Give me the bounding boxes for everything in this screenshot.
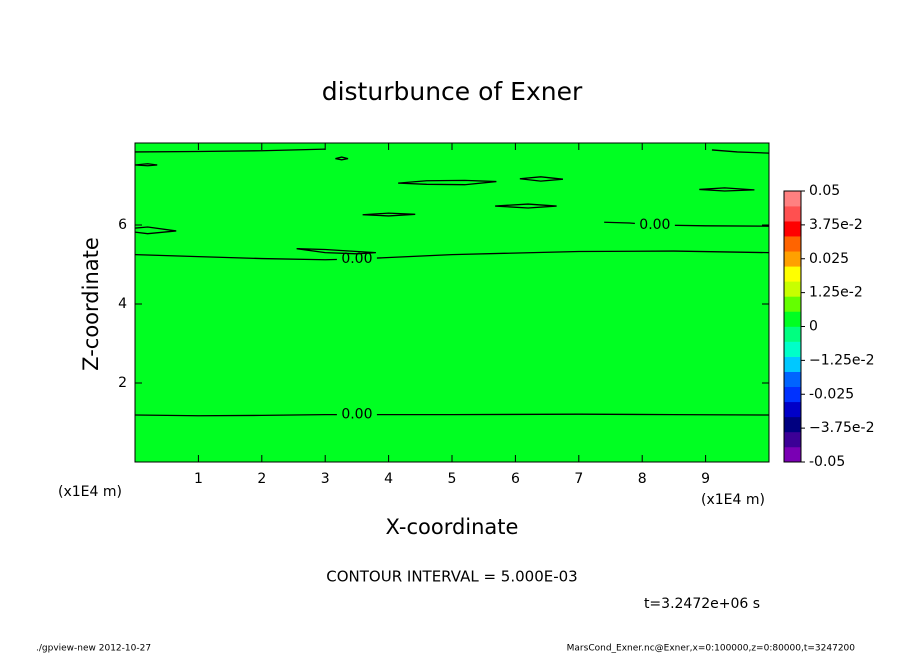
- colorbar-band: [784, 191, 801, 207]
- x-tick-label: 6: [511, 471, 520, 487]
- colorbar-label: 0.025: [809, 251, 849, 267]
- colorbar-band: [784, 416, 801, 433]
- colorbar-label: 1.25e-2: [809, 285, 863, 301]
- colorbar-band: [784, 206, 801, 222]
- colorbar-label: 3.75e-2: [809, 217, 863, 233]
- y-axis-label: Z-coordinate: [79, 237, 103, 371]
- x-unit: (x1E4 m): [58, 484, 122, 500]
- x-tick-label: 1: [194, 471, 203, 487]
- contour-label-bg: [336, 251, 377, 266]
- contour-line: [699, 187, 755, 192]
- field: [135, 143, 769, 462]
- contour-line: [134, 148, 326, 153]
- x-tick-label: 5: [448, 471, 457, 487]
- colorbar-band: [784, 356, 801, 372]
- y-tick-label: 4: [118, 296, 127, 312]
- annotation: CONTOUR INTERVAL = 5.000E-03: [326, 568, 577, 586]
- y-tick-label: 6: [118, 217, 127, 233]
- colorbar-band: [784, 236, 801, 252]
- colorbar-label: -0.05: [809, 454, 845, 470]
- x-axis-label: X-coordinate: [386, 515, 519, 539]
- contour-label: 0.00: [639, 217, 670, 233]
- contour-line: [362, 212, 416, 217]
- footer: MarsCond_Exner.nc@Exner,x=0:100000,z=0:8…: [567, 644, 856, 654]
- contour-line: [519, 176, 564, 182]
- colorbar-band: [784, 326, 801, 342]
- colorbar-label: -0.025: [809, 386, 854, 402]
- colorbar-band: [784, 401, 801, 418]
- colorbar-label: −1.25e-2: [809, 352, 874, 368]
- contour-label-bg: [634, 218, 675, 232]
- x-unit: (x1E4 m): [701, 492, 765, 508]
- colorbar-label: 0.05: [809, 183, 840, 199]
- x-tick-label: 2: [257, 471, 266, 487]
- chart-title: disturbunce of Exner: [322, 77, 583, 106]
- colorbar-label: −3.75e-2: [809, 420, 874, 436]
- contour-label: 0.00: [341, 407, 372, 423]
- colorbar-band: [784, 311, 801, 327]
- x-tick-label: 4: [384, 471, 393, 487]
- contour-line: [711, 149, 770, 154]
- x-tick-label: 8: [638, 471, 647, 487]
- contour-line: [495, 203, 557, 209]
- colorbar-band: [784, 371, 801, 388]
- colorbar-band: [784, 341, 801, 357]
- colorbar-band: [784, 431, 801, 448]
- colorbar-band: [784, 281, 801, 297]
- contour-label: 0.00: [341, 251, 372, 267]
- colorbar-band: [784, 386, 801, 403]
- x-tick-label: 7: [574, 471, 583, 487]
- contour-line: [398, 179, 497, 186]
- contour-label-bg: [336, 407, 377, 422]
- footer: ./gpview-new 2012-10-27: [36, 644, 151, 654]
- contour-line: [134, 226, 177, 235]
- colorbar-band: [784, 296, 801, 312]
- colorbar-band: [784, 266, 801, 282]
- contour-line: [296, 248, 376, 255]
- colorbar-band: [784, 251, 801, 267]
- colorbar-band: [784, 221, 801, 237]
- colorbar-band: [784, 446, 801, 463]
- x-tick-label: 3: [321, 471, 330, 487]
- contour-line: [335, 156, 349, 161]
- x-tick-label: 9: [701, 471, 710, 487]
- colorbar-label: 0: [809, 319, 818, 335]
- contour-line: [134, 163, 158, 167]
- annotation: t=3.2472e+06 s: [644, 596, 760, 612]
- y-tick-label: 2: [118, 375, 127, 391]
